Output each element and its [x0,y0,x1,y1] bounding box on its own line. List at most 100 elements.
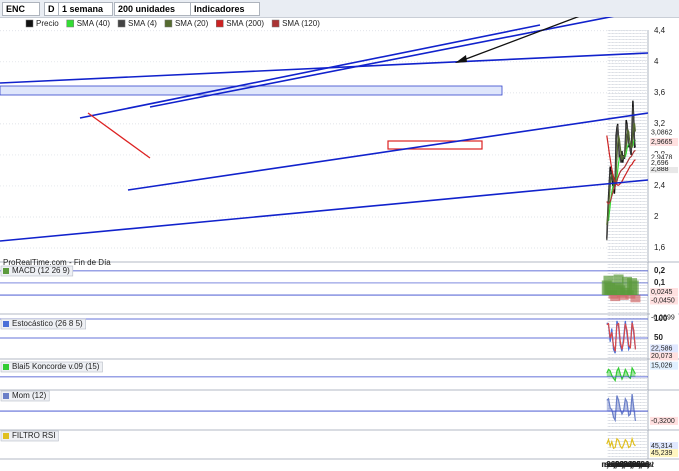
series-line [606,436,636,450]
chart: marmayjulseptnov2023marmayjulseptnov2024… [0,17,679,469]
x-tick-label: nov [607,460,620,469]
x-tick-label: 2025 [623,460,641,469]
bar [606,290,617,296]
source-note: ProRealTime.com - Fin de Día [3,258,111,267]
arrow [457,17,580,63]
panel-title-text: Blai5 Koncorde v.09 (15) [12,362,100,371]
value-label-box [650,138,678,147]
y-tick-label: 100 [654,314,668,323]
panel-title-box [0,430,59,442]
x-tick-label: nov [641,460,654,469]
y-tick-label: 1,6 [654,243,666,252]
x-tick-label: sept [622,460,638,469]
interval-select[interactable]: 1 semana [58,2,113,16]
symbol-field[interactable]: ENC [2,2,40,16]
y-tick-label: 4 [654,57,659,66]
x-tick-label: 2023 [606,460,624,469]
x-tick-label: jul [631,460,640,469]
x-tick-label: jul [614,460,623,469]
panel-title: Blai5 Koncorde v.09 (15) [0,361,103,373]
units-select[interactable]: 200 unidades [114,2,192,16]
legend-swatch [216,19,224,28]
value-label: 0,0245 [651,289,673,296]
y-tick-label: 0,1 [654,278,666,287]
panel-title-box [0,361,103,373]
value-label-box [650,442,678,451]
area-fill [606,394,636,421]
x-tick-label: may [636,460,651,469]
series-line [606,149,636,205]
y-tick-label: 3,2 [654,119,666,128]
y-tick-label: 3,6 [654,88,666,97]
x-tick-label: 2024 [615,460,633,469]
panel-title-text: MACD (12 26 9) [12,266,70,275]
panel-title: MACD (12 26 9) [0,265,74,277]
x-tick-label: may [602,460,617,469]
trend-line [149,17,615,108]
y-tick-label: 0,2 [654,266,666,275]
indicators-button[interactable]: Indicadores [190,2,260,16]
x-tick-label: 2026 [632,460,650,469]
panel-icon [3,268,9,274]
bar [615,285,626,296]
period-button[interactable]: D [44,2,59,16]
x-tick-label: jul [640,460,649,469]
value-label-box [650,296,678,305]
y-tick-label: 2 [654,212,659,221]
legend-swatch [117,19,126,28]
value-label: 2,9478 [651,154,673,161]
x-tick-label: nov [624,460,637,469]
value-label-box [650,313,678,322]
bar [630,295,641,303]
bar [622,276,633,296]
value-label: 3,0862 [651,130,673,137]
x-tick-label: mar [635,460,649,469]
value-label: 22,586 [651,345,673,352]
toolbar: ENC D 1 semana 200 unidades Indicadores [0,0,679,18]
bar [605,282,616,296]
zone-box [387,140,483,150]
zone-box [0,85,503,96]
value-label: -0,3200 [651,418,675,425]
bar [618,295,629,300]
panel-title-text: Mom (12) [12,391,47,400]
legend-swatch [25,19,34,28]
bar [625,295,636,299]
value-label-box [650,361,678,370]
value-label: 45,314 [651,443,673,450]
series-line [606,322,636,352]
x-tick-label: mar [601,460,615,469]
x-tick-label: jul [623,460,632,469]
plot: marmayjulseptnov2023marmayjulseptnov2024… [0,17,679,469]
panel-title-text: Estocástico (26 8 5) [12,319,83,328]
panel-title: FILTRO RSI [0,430,59,442]
legend-label: SMA (4) [128,19,157,28]
value-label-box [650,344,678,353]
trend-line [79,24,541,119]
series-line [606,394,636,423]
legend-label: SMA (40) [77,19,111,28]
panel-title-text: FILTRO RSI [12,431,55,440]
x-tick-label: mar [610,460,624,469]
panel-title-box [0,265,74,277]
trend-line [87,112,151,159]
series-line [606,123,636,225]
x-tick-label: may [610,460,625,469]
x-tick-label: mar [618,460,632,469]
value-label-box [650,288,678,297]
x-tick-label: may [619,460,634,469]
x-tick-label: sept [639,460,655,469]
x-tick-label: sept [613,460,629,469]
value-label: 15,026 [651,363,673,370]
value-label-box [650,165,678,174]
legend-swatch [66,19,74,28]
x-tick-label: sept [630,460,646,469]
value-label: 2,9665 [651,139,673,146]
value-label-box [650,153,678,162]
panel-icon [3,393,9,399]
area-fill [606,367,636,381]
panel-title: Mom (12) [0,390,50,402]
panel-title-box [0,390,50,402]
value-label: 2,696 [651,160,669,167]
